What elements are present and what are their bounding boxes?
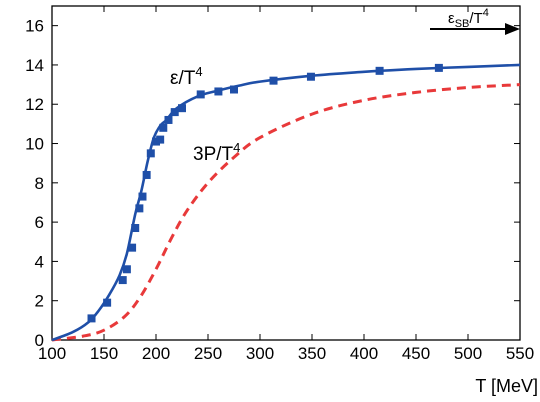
y-tick-label: 10 [25, 135, 44, 154]
y-tick-label: 2 [35, 292, 44, 311]
eps-label-main: ε/T [170, 68, 196, 89]
data-point [135, 204, 144, 213]
data-point [164, 115, 173, 124]
axes [51, 5, 521, 341]
y-tick-label: 12 [25, 95, 44, 114]
data-point [152, 137, 160, 146]
y-tick-label: 14 [25, 56, 44, 75]
data-point [214, 87, 223, 96]
sb-label-sup: 4 [483, 7, 489, 19]
pressure-curve [51, 83, 521, 342]
data-point [103, 298, 112, 307]
sb-limit-arrowhead [505, 23, 520, 35]
x-tick-label: 450 [402, 344, 430, 363]
sb-label-mid: /T [469, 10, 482, 27]
x-tick-label: 250 [194, 344, 222, 363]
markers [87, 63, 443, 323]
threeP-label-sup: 4 [233, 140, 240, 155]
energy-density-curve [51, 63, 521, 342]
sb-label-eps: ε [448, 10, 455, 27]
data-point [434, 63, 443, 72]
ticks: 100 150 200 250 300 350 400 450 500 550 0 2 4 6 8 10 12 1… [25, 6, 534, 363]
data-point [178, 104, 186, 113]
data-point [142, 170, 151, 179]
data-point [122, 265, 131, 274]
threeP-label-main: 3P/T [193, 144, 234, 165]
x-tick-label: 550 [506, 344, 534, 363]
x-tick-label: 150 [90, 344, 118, 363]
data-point [269, 76, 278, 85]
data-point [230, 85, 238, 94]
data-point [118, 276, 127, 285]
data-point [375, 66, 384, 75]
x-tick-label: 350 [298, 344, 326, 363]
data-point [170, 108, 179, 117]
data-point [128, 243, 137, 252]
data-point [146, 149, 155, 158]
y-tick-label: 6 [35, 213, 44, 232]
data-point [87, 314, 96, 323]
threeP-label: 3P/T4 [193, 140, 240, 165]
data-point [156, 135, 165, 144]
data-point [159, 123, 168, 132]
data-point [306, 72, 315, 81]
x-tick-label: 400 [350, 344, 378, 363]
data-point [138, 192, 147, 201]
eps-label: ε/T4 [170, 64, 203, 89]
x-tick-label: 500 [454, 344, 482, 363]
y-tick-label: 4 [35, 252, 44, 271]
y-tick-label: 16 [25, 17, 44, 36]
x-tick-label: 200 [142, 344, 170, 363]
x-tick-label: 300 [246, 344, 274, 363]
y-tick-label: 0 [35, 331, 44, 350]
eps-label-sup: 4 [195, 64, 202, 79]
x-tick-label: 100 [38, 344, 66, 363]
series [51, 63, 521, 342]
plot-frame [51, 5, 521, 341]
data-point [196, 90, 205, 99]
x-axis-title: T [MeV] [475, 376, 538, 396]
sb-limit-label: εSB/T4 [448, 7, 489, 30]
sb-label-sub: SB [455, 18, 470, 30]
y-tick-label: 8 [35, 174, 44, 193]
data-point [131, 224, 140, 233]
